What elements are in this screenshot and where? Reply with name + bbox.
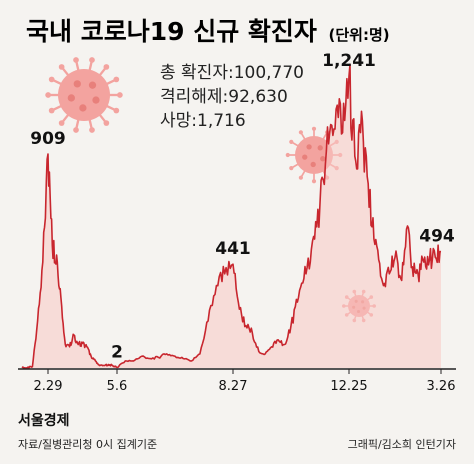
- virus-icon-large: [45, 57, 123, 133]
- virus-dot: [92, 96, 100, 104]
- virus-spike-tip: [311, 126, 317, 131]
- x-tick-label: 5.6: [107, 379, 128, 394]
- peak-label: 2: [111, 343, 123, 363]
- virus-spike-tip: [89, 127, 95, 133]
- x-tick-label: 3.26: [427, 379, 456, 394]
- stat-deaths: 사망:1,716: [160, 111, 246, 131]
- x-tick-label: 8.27: [219, 379, 248, 394]
- virus-spike-tip: [45, 92, 51, 98]
- peak-label: 1,241: [322, 51, 376, 71]
- virus-spike-tip: [89, 57, 95, 63]
- virus-spike-tip: [58, 64, 65, 70]
- virus-dot: [310, 161, 316, 168]
- virus-dot: [302, 154, 308, 160]
- virus-spike-tip: [289, 139, 294, 144]
- virus-spike-tip: [103, 120, 110, 126]
- stat-total: 총 확진자:100,770: [160, 63, 304, 83]
- virus-spike-tip: [289, 166, 294, 171]
- peak-label: 441: [215, 239, 251, 259]
- virus-spike-tip: [113, 107, 120, 114]
- virus-dot: [79, 104, 87, 112]
- virus-body: [295, 136, 333, 174]
- virus-dot: [320, 156, 326, 162]
- peak-labels: 909 2 441 1,241 494: [30, 51, 455, 363]
- virus-spike-tip: [48, 107, 55, 114]
- virus-dot: [317, 145, 323, 151]
- brand-logo: 서울경제: [18, 412, 70, 429]
- virus-spike-tip: [48, 76, 55, 83]
- virus-spike-tip: [113, 76, 120, 83]
- virus-spike-tip: [117, 92, 123, 98]
- x-tick-label: 2.29: [34, 379, 63, 394]
- series-area-fill: [22, 64, 441, 369]
- virus-spike-tip: [103, 64, 110, 70]
- x-tick-label: 12.25: [330, 379, 367, 394]
- stat-released: 격리해제:92,630: [160, 87, 288, 107]
- virus-dot: [88, 81, 97, 89]
- virus-spike-tip: [73, 57, 79, 63]
- x-axis-ticks: 2.29 5.6 8.27 12.25 3.26: [34, 369, 456, 394]
- virus-dot: [306, 144, 312, 150]
- virus-spike-tip: [73, 127, 79, 133]
- virus-spike-tip: [311, 179, 317, 184]
- virus-spike-tip: [285, 152, 290, 158]
- virus-body: [58, 69, 110, 121]
- peak-label: 494: [419, 227, 455, 247]
- series-line: [21, 63, 442, 369]
- credit-note: 그래픽/김소희 인턴기자: [348, 438, 456, 451]
- virus-spike-tip: [298, 130, 303, 135]
- virus-spike-tip: [298, 175, 303, 180]
- virus-dot: [73, 80, 81, 88]
- virus-dot: [67, 94, 75, 102]
- source-note: 자료/질병관리청 0시 집계기준: [18, 438, 157, 451]
- page-title: 국내 코로나19 신규 확진자 (단위:명): [26, 17, 390, 46]
- peak-label: 909: [30, 129, 66, 149]
- virus-spike-tip: [58, 120, 65, 126]
